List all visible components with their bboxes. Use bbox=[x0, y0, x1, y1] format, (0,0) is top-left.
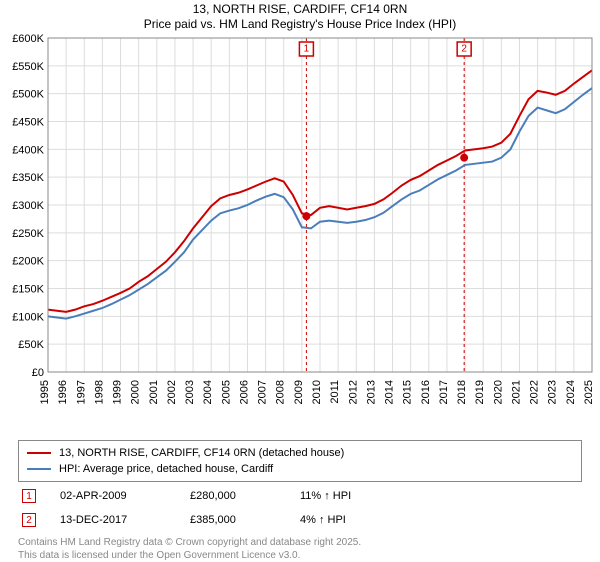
x-tick-label: 2016 bbox=[420, 380, 432, 404]
x-tick-label: 2004 bbox=[202, 380, 214, 404]
legend-swatch bbox=[27, 452, 51, 454]
x-tick-label: 2019 bbox=[474, 380, 486, 404]
x-tick-label: 2020 bbox=[492, 380, 504, 404]
legend-swatch bbox=[27, 468, 51, 470]
marker-label: 1 bbox=[304, 44, 310, 55]
x-tick-label: 2001 bbox=[148, 380, 160, 404]
y-tick-label: £350K bbox=[12, 172, 44, 184]
x-tick-label: 2008 bbox=[275, 380, 287, 404]
x-tick-label: 2009 bbox=[293, 380, 305, 404]
sale-price: £385,000 bbox=[190, 514, 300, 526]
x-tick-label: 2005 bbox=[220, 380, 232, 404]
x-tick-label: 2012 bbox=[347, 380, 359, 404]
sale-price: £280,000 bbox=[190, 490, 300, 502]
legend-footer: 13, NORTH RISE, CARDIFF, CF14 0RN (detac… bbox=[18, 440, 582, 562]
sale-row: 2 13-DEC-2017£385,0004% ↑ HPI bbox=[18, 510, 582, 530]
y-tick-label: £300K bbox=[12, 200, 44, 212]
x-tick-label: 2013 bbox=[365, 380, 377, 404]
sale-badge: 2 bbox=[22, 513, 36, 527]
legend-box: 13, NORTH RISE, CARDIFF, CF14 0RN (detac… bbox=[18, 440, 582, 482]
x-tick-label: 2022 bbox=[529, 380, 541, 404]
sale-date: 02-APR-2009 bbox=[60, 490, 190, 502]
address-title: 13, NORTH RISE, CARDIFF, CF14 0RN bbox=[0, 2, 600, 16]
y-tick-label: £0 bbox=[32, 367, 44, 379]
x-tick-label: 2002 bbox=[166, 380, 178, 404]
x-tick-label: 2006 bbox=[238, 380, 250, 404]
chart-svg: £0 £50K £100K £150K £200K £250K £300K £350K £400… bbox=[0, 34, 600, 434]
sale-date: 13-DEC-2017 bbox=[60, 514, 190, 526]
y-tick-label: £550K bbox=[12, 61, 44, 73]
x-tick-label: 2007 bbox=[257, 380, 269, 404]
x-tick-label: 2025 bbox=[583, 380, 595, 404]
sale-row: 1 02-APR-2009£280,00011% ↑ HPI bbox=[18, 486, 582, 506]
footnote-line2: This data is licensed under the Open Gov… bbox=[18, 550, 300, 561]
x-tick-label: 2010 bbox=[311, 380, 323, 404]
y-tick-label: £100K bbox=[12, 311, 44, 323]
x-tick-label: 2023 bbox=[547, 380, 559, 404]
x-tick-label: 2003 bbox=[184, 380, 196, 404]
sale-badge: 1 bbox=[22, 489, 36, 503]
legend-row: HPI: Average price, detached house, Card… bbox=[27, 461, 573, 477]
x-tick-label: 2015 bbox=[402, 380, 414, 404]
y-tick-label: £150K bbox=[12, 284, 44, 296]
x-tick-label: 2017 bbox=[438, 380, 450, 404]
subtitle: Price paid vs. HM Land Registry's House … bbox=[0, 17, 600, 31]
legend-label: HPI: Average price, detached house, Card… bbox=[59, 463, 273, 475]
y-tick-label: £200K bbox=[12, 256, 44, 268]
sale-diff: 11% ↑ HPI bbox=[300, 490, 410, 502]
x-tick-label: 1997 bbox=[75, 380, 87, 404]
sale-diff: 4% ↑ HPI bbox=[300, 514, 410, 526]
legend-label: 13, NORTH RISE, CARDIFF, CF14 0RN (detac… bbox=[59, 447, 344, 459]
titles: 13, NORTH RISE, CARDIFF, CF14 0RN Price … bbox=[0, 0, 600, 31]
x-tick-label: 2024 bbox=[565, 380, 577, 404]
x-tick-label: 2014 bbox=[384, 380, 396, 404]
chart-container: 13, NORTH RISE, CARDIFF, CF14 0RN Price … bbox=[0, 0, 600, 560]
marker-label: 2 bbox=[461, 44, 467, 55]
footnote-line1: Contains HM Land Registry data © Crown c… bbox=[18, 537, 361, 548]
y-tick-label: £250K bbox=[12, 228, 44, 240]
chart-area: £0 £50K £100K £150K £200K £250K £300K £350K £400… bbox=[0, 34, 600, 434]
x-tick-label: 2000 bbox=[130, 380, 142, 404]
x-tick-label: 2021 bbox=[510, 380, 522, 404]
y-tick-label: £50K bbox=[18, 339, 44, 351]
x-tick-label: 1995 bbox=[39, 380, 51, 404]
y-tick-label: £400K bbox=[12, 144, 44, 156]
x-tick-label: 1998 bbox=[93, 380, 105, 404]
footnote: Contains HM Land Registry data © Crown c… bbox=[18, 536, 582, 562]
y-tick-label: £450K bbox=[12, 117, 44, 129]
y-tick-label: £600K bbox=[12, 34, 44, 45]
legend-row: 13, NORTH RISE, CARDIFF, CF14 0RN (detac… bbox=[27, 445, 573, 461]
x-tick-label: 2018 bbox=[456, 380, 468, 404]
x-tick-label: 2011 bbox=[329, 380, 341, 404]
x-tick-label: 1999 bbox=[112, 380, 124, 404]
y-tick-label: £500K bbox=[12, 89, 44, 101]
x-tick-label: 1996 bbox=[57, 380, 69, 404]
